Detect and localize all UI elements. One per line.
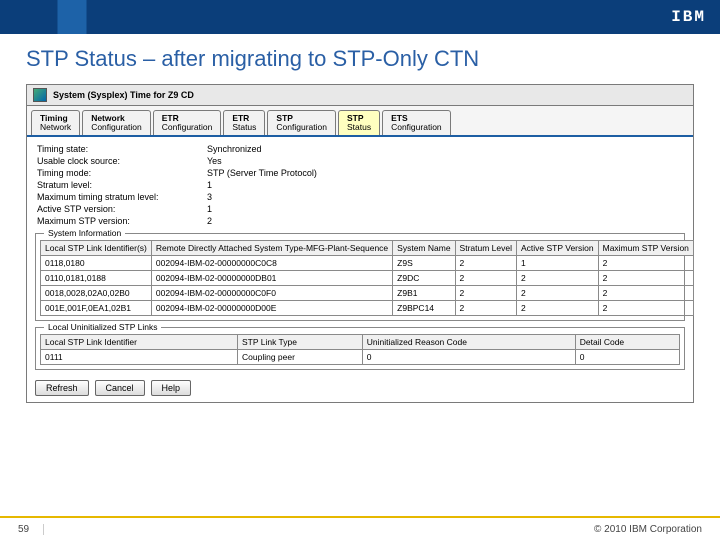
status-value: 1 [207, 180, 212, 190]
status-row: Timing state:Synchronized [37, 143, 683, 155]
status-key: Maximum timing stratum level: [37, 192, 207, 202]
column-header: Maximum STP Version [598, 240, 693, 255]
table-cell: 002094-IBM-02-00000000C0C8 [151, 255, 392, 270]
column-header: System Name [393, 240, 455, 255]
table-cell: 1 [517, 255, 599, 270]
table-cell: 0110,0181,0188 [41, 270, 152, 285]
column-header: Detail Code [575, 334, 679, 349]
tab-strip: TimingNetworkNetworkConfigurationETRConf… [27, 106, 693, 137]
status-row: Stratum level:1 [37, 179, 683, 191]
status-key: Active STP version: [37, 204, 207, 214]
copyright: © 2010 IBM Corporation [594, 524, 702, 535]
panel-title-text: System (Sysplex) Time for Z9 CD [53, 90, 194, 100]
table-cell: 001E,001F,0EA1,02B1 [41, 300, 152, 315]
column-header: Local STP Link Identifier [41, 334, 238, 349]
table-cell: 2 [455, 285, 516, 300]
status-key: Usable clock source: [37, 156, 207, 166]
table-cell: 0 [362, 349, 575, 364]
system-information-group: System Information Local STP Link Identi… [35, 233, 685, 321]
table-cell: 0018,0028,02A0,02B0 [41, 285, 152, 300]
table-cell: 2 [455, 270, 516, 285]
column-header: Stratum Level [455, 240, 516, 255]
status-row: Timing mode:STP (Server Time Protocol) [37, 167, 683, 179]
table-cell: 2 [517, 285, 599, 300]
tab-timing-network[interactable]: TimingNetwork [31, 110, 80, 135]
panel-titlebar: System (Sysplex) Time for Z9 CD [27, 85, 693, 106]
table-cell: 002094-IBM-02-00000000DB01 [151, 270, 392, 285]
table-cell: 0 [575, 349, 679, 364]
table-cell: 2 [517, 270, 599, 285]
table-cell: 2 [455, 255, 516, 270]
uninitialized-links-group: Local Uninitialized STP Links Local STP … [35, 327, 685, 370]
column-header: STP Link Type [238, 334, 363, 349]
table-row: 0118,0180002094-IBM-02-00000000C0C8Z9S21… [41, 255, 694, 270]
table-cell: Z9BPC14 [393, 300, 455, 315]
system-information-legend: System Information [44, 228, 125, 238]
status-key: Stratum level: [37, 180, 207, 190]
system-information-table: Local STP Link Identifier(s)Remote Direc… [40, 240, 694, 316]
status-value: 2 [207, 216, 212, 226]
slide-title: STP Status – after migrating to STP-Only… [0, 34, 720, 80]
table-cell: 002094-IBM-02-00000000D00E [151, 300, 392, 315]
refresh-button[interactable]: Refresh [35, 380, 89, 396]
status-value: STP (Server Time Protocol) [207, 168, 317, 178]
table-cell: Coupling peer [238, 349, 363, 364]
status-key: Timing state: [37, 144, 207, 154]
column-header: Uninitialized Reason Code [362, 334, 575, 349]
tab-stp-configuration[interactable]: STPConfiguration [267, 110, 336, 135]
status-key: Timing mode: [37, 168, 207, 178]
table-cell: Z9DC [393, 270, 455, 285]
table-cell: 2 [598, 285, 693, 300]
table-cell: 2 [517, 300, 599, 315]
tab-network-configuration[interactable]: NetworkConfiguration [82, 110, 151, 135]
table-cell: 0111 [41, 349, 238, 364]
column-header: Active STP Version [517, 240, 599, 255]
status-value: 3 [207, 192, 212, 202]
status-keyvalues: Timing state:SynchronizedUsable clock so… [27, 137, 693, 229]
table-cell: 0118,0180 [41, 255, 152, 270]
slide-header-bar: IBM [0, 0, 720, 34]
tab-etr-status[interactable]: ETRStatus [223, 110, 265, 135]
uninitialized-links-table: Local STP Link IdentifierSTP Link TypeUn… [40, 334, 680, 365]
table-cell: 2 [598, 300, 693, 315]
help-button[interactable]: Help [151, 380, 192, 396]
table-row: 0111Coupling peer00 [41, 349, 680, 364]
status-value: Synchronized [207, 144, 262, 154]
ibm-logo: IBM [671, 8, 706, 26]
slide-footer: 59 © 2010 IBM Corporation [0, 516, 720, 540]
button-row: Refresh Cancel Help [27, 376, 693, 402]
uninitialized-links-legend: Local Uninitialized STP Links [44, 322, 161, 332]
status-row: Maximum STP version:2 [37, 215, 683, 227]
table-cell: Z9S [393, 255, 455, 270]
status-value: Yes [207, 156, 222, 166]
status-row: Maximum timing stratum level:3 [37, 191, 683, 203]
status-value: 1 [207, 204, 212, 214]
page-number: 59 [18, 524, 44, 535]
tab-ets-configuration[interactable]: ETSConfiguration [382, 110, 451, 135]
stp-panel: System (Sysplex) Time for Z9 CD TimingNe… [26, 84, 694, 403]
tab-etr-configuration[interactable]: ETRConfiguration [153, 110, 222, 135]
status-key: Maximum STP version: [37, 216, 207, 226]
table-row: 0018,0028,02A0,02B0002094-IBM-02-0000000… [41, 285, 694, 300]
table-row: 001E,001F,0EA1,02B1002094-IBM-02-0000000… [41, 300, 694, 315]
table-cell: 2 [598, 270, 693, 285]
status-row: Usable clock source:Yes [37, 155, 683, 167]
table-cell: 002094-IBM-02-00000000C0F0 [151, 285, 392, 300]
table-cell: 2 [598, 255, 693, 270]
tab-stp-status[interactable]: STPStatus [338, 110, 380, 135]
table-row: 0110,0181,0188002094-IBM-02-00000000DB01… [41, 270, 694, 285]
status-row: Active STP version:1 [37, 203, 683, 215]
panel-icon [33, 88, 47, 102]
table-cell: Z9B1 [393, 285, 455, 300]
cancel-button[interactable]: Cancel [95, 380, 145, 396]
column-header: Local STP Link Identifier(s) [41, 240, 152, 255]
table-cell: 2 [455, 300, 516, 315]
column-header: Remote Directly Attached System Type-MFG… [151, 240, 392, 255]
